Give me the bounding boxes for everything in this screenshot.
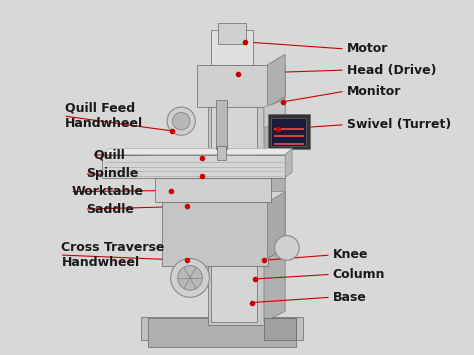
FancyBboxPatch shape xyxy=(208,72,264,326)
Polygon shape xyxy=(264,318,296,339)
Text: Swivel (Turret): Swivel (Turret) xyxy=(347,118,451,131)
Circle shape xyxy=(173,112,190,130)
Circle shape xyxy=(167,107,195,135)
Polygon shape xyxy=(264,65,285,322)
Circle shape xyxy=(171,258,210,297)
FancyBboxPatch shape xyxy=(211,29,254,65)
FancyBboxPatch shape xyxy=(155,178,271,202)
FancyBboxPatch shape xyxy=(217,100,227,149)
FancyBboxPatch shape xyxy=(271,118,306,146)
Polygon shape xyxy=(267,54,285,107)
Polygon shape xyxy=(267,192,285,258)
Text: Worktable: Worktable xyxy=(72,185,144,198)
Text: Spindle: Spindle xyxy=(86,168,138,180)
Text: Motor: Motor xyxy=(347,43,388,55)
Text: Base: Base xyxy=(333,291,366,304)
FancyBboxPatch shape xyxy=(148,318,296,346)
Text: Quill: Quill xyxy=(93,148,125,161)
Polygon shape xyxy=(162,192,285,202)
Polygon shape xyxy=(285,149,292,178)
FancyBboxPatch shape xyxy=(141,317,303,339)
Text: Monitor: Monitor xyxy=(347,85,401,98)
FancyBboxPatch shape xyxy=(211,75,257,322)
FancyBboxPatch shape xyxy=(162,202,267,266)
Text: Quill Feed
Handwheel: Quill Feed Handwheel xyxy=(65,102,143,130)
FancyBboxPatch shape xyxy=(218,22,246,44)
Text: Saddle: Saddle xyxy=(86,203,134,216)
FancyBboxPatch shape xyxy=(197,65,267,107)
Polygon shape xyxy=(155,170,282,178)
Circle shape xyxy=(274,236,299,260)
Text: Head (Drive): Head (Drive) xyxy=(347,64,436,77)
Text: Knee: Knee xyxy=(333,248,368,262)
Polygon shape xyxy=(102,149,292,155)
Text: Column: Column xyxy=(333,268,385,281)
Polygon shape xyxy=(264,100,285,128)
Text: Cross Traverse
Handwheel: Cross Traverse Handwheel xyxy=(62,241,165,269)
FancyBboxPatch shape xyxy=(218,146,226,160)
Circle shape xyxy=(178,266,202,290)
FancyBboxPatch shape xyxy=(267,114,310,149)
FancyBboxPatch shape xyxy=(102,155,285,178)
